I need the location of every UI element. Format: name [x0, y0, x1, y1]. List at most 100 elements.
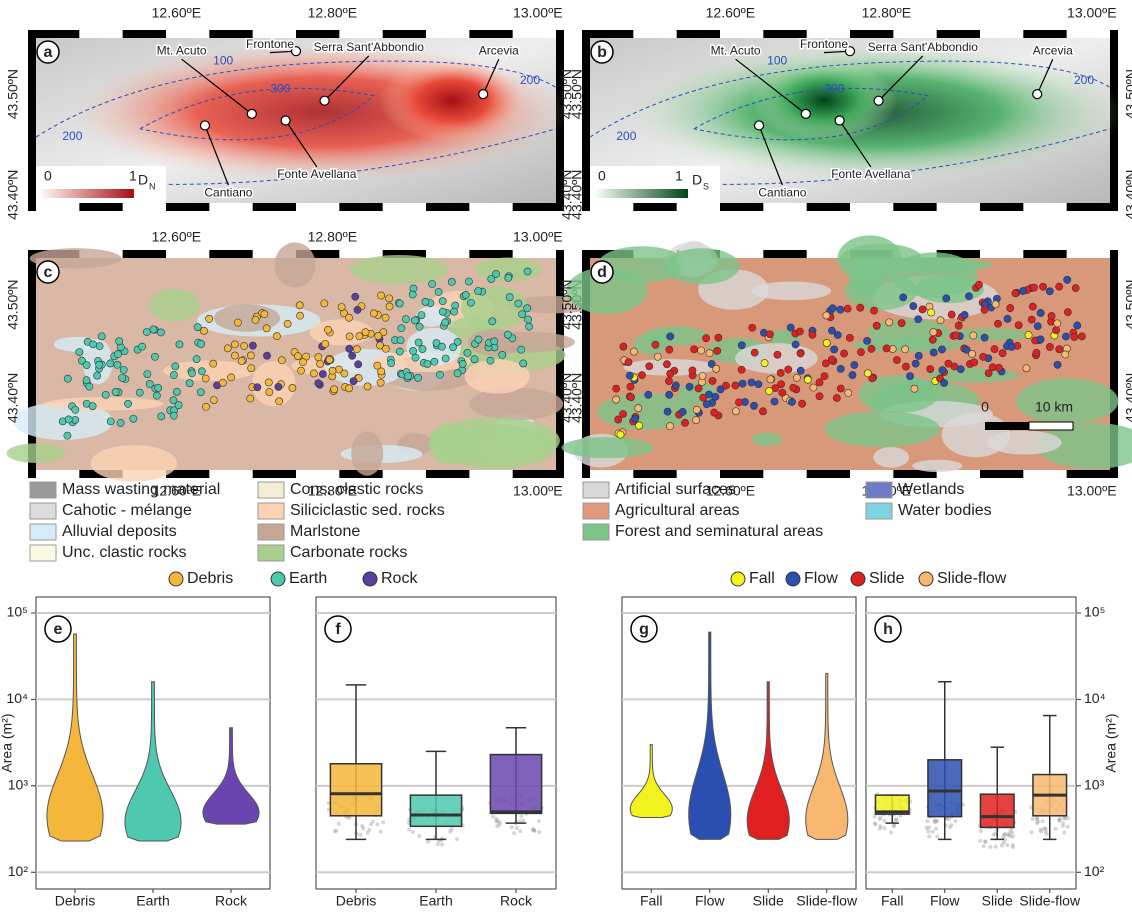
map-point — [219, 379, 226, 386]
map-point — [948, 311, 955, 318]
map-point — [957, 366, 964, 373]
y-tick-label: 10⁴ — [1084, 690, 1106, 706]
legend-swatch — [30, 545, 56, 561]
map-point — [893, 356, 900, 363]
map-point — [837, 365, 844, 372]
map-point — [396, 348, 403, 355]
map-point — [1015, 322, 1022, 329]
map-point — [227, 374, 234, 381]
map-point — [1046, 343, 1053, 350]
legend-marker — [851, 572, 865, 586]
jitter-point — [935, 834, 939, 838]
x-tick-label: Debris — [55, 893, 95, 909]
map-point — [86, 383, 93, 390]
map-point — [119, 374, 126, 381]
map-point — [945, 360, 952, 367]
map-point — [107, 360, 114, 367]
map-point — [952, 332, 959, 339]
jitter-point — [1009, 834, 1013, 838]
frame-segment — [763, 470, 806, 478]
map-point — [296, 302, 303, 309]
map-point — [810, 384, 817, 391]
map-point — [96, 361, 103, 368]
map-point — [454, 370, 461, 377]
map-point — [231, 352, 238, 359]
plot-frame — [316, 597, 556, 889]
map-point — [324, 326, 331, 333]
jitter-point — [448, 829, 452, 833]
terrain-patch — [873, 447, 909, 468]
map-point — [273, 333, 280, 340]
map-point — [1030, 284, 1037, 291]
map-point — [886, 319, 893, 326]
map-point — [442, 319, 449, 326]
map-point — [846, 334, 853, 341]
map-point — [821, 373, 828, 380]
map-point — [911, 385, 918, 392]
map-point — [652, 341, 659, 348]
x-tick-label: Fall — [640, 893, 663, 909]
place-label: Fonte Avellana — [277, 167, 356, 181]
y-tick-label: 10³ — [1084, 777, 1105, 793]
legend-swatch — [30, 524, 56, 540]
map-point — [667, 370, 674, 377]
color-ramp — [596, 189, 688, 198]
terrain-patch — [849, 260, 881, 300]
jitter-point — [978, 839, 982, 843]
map-point — [64, 432, 71, 439]
map-point — [698, 347, 705, 354]
legend-label: Wetlands — [898, 481, 964, 498]
jitter-point — [927, 825, 931, 829]
map-point — [831, 346, 838, 353]
map-point — [787, 324, 794, 331]
map-point — [711, 409, 718, 416]
map-point — [929, 336, 936, 343]
map-point — [442, 355, 449, 362]
map-point — [971, 359, 978, 366]
map-point — [418, 312, 425, 319]
frame-segment — [209, 203, 252, 211]
jitter-point — [519, 814, 523, 818]
x-tick-label: Slide — [753, 893, 784, 909]
map-point — [851, 361, 858, 368]
map-point — [398, 325, 405, 332]
map-point — [247, 395, 254, 402]
lat-label: 43.50ºN — [1123, 69, 1132, 119]
map-point — [449, 344, 456, 351]
frame-segment — [1023, 203, 1066, 211]
y-axis-label: Area (m²) — [0, 713, 15, 772]
map-point — [902, 363, 909, 370]
frame-segment — [1067, 250, 1110, 258]
map-point — [419, 345, 426, 352]
jitter-point — [455, 837, 459, 841]
map-point — [1012, 290, 1019, 297]
map-point — [506, 294, 513, 301]
jitter-point — [883, 819, 887, 823]
map-point — [666, 423, 673, 430]
map-point — [120, 366, 127, 373]
jitter-point — [882, 826, 886, 830]
map-point — [411, 317, 418, 324]
lon-label: 12.60ºE — [706, 5, 756, 21]
place-label: Mt. Acuto — [711, 43, 761, 57]
map-point — [829, 305, 836, 312]
legend-label: Water bodies — [898, 502, 992, 519]
map-point — [72, 416, 79, 423]
map-point — [994, 320, 1001, 327]
contour-label: 200 — [616, 129, 636, 143]
panel-label: b — [597, 44, 607, 61]
jitter-point — [1005, 843, 1009, 847]
place-marker — [247, 109, 256, 118]
jitter-point — [1061, 824, 1065, 828]
map-point — [638, 372, 645, 379]
map-point — [448, 278, 455, 285]
map-point — [930, 349, 937, 356]
map-point — [906, 373, 913, 380]
lon-label: 12.60ºE — [152, 229, 202, 245]
map-point — [1007, 304, 1014, 311]
color-ramp — [42, 189, 134, 198]
terrain-patch — [44, 397, 163, 410]
map-point — [1019, 287, 1026, 294]
map-point — [1054, 320, 1061, 327]
map-point — [857, 304, 864, 311]
